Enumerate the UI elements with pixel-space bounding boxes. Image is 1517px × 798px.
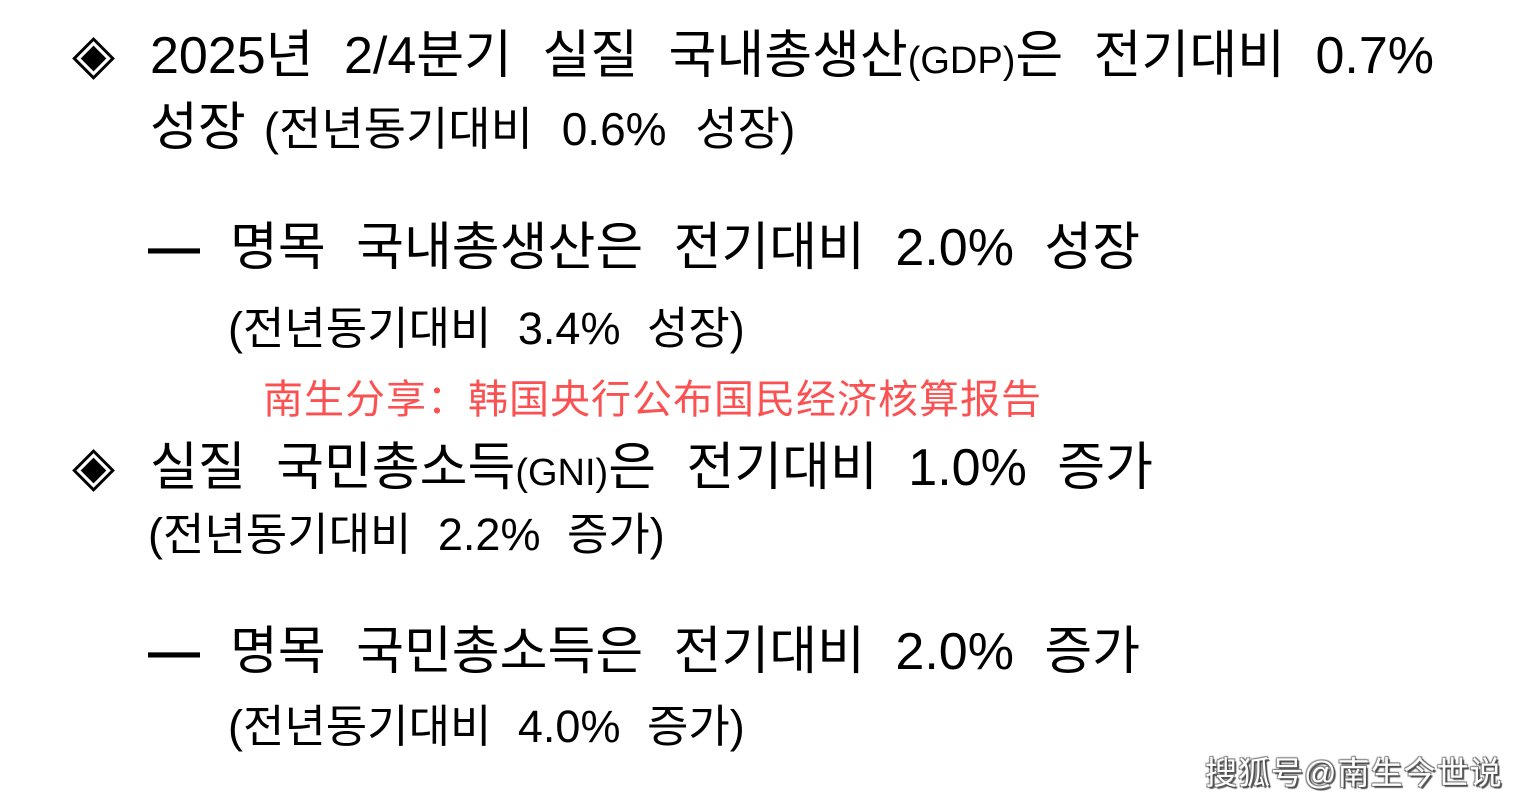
nominal-gdp-text: 명목 국내총생산은 전기대비 2.0% 성장 — [230, 219, 1141, 277]
sharer-annotation-text: 南生分享：韩国央行公布国民经济核算报告 — [263, 378, 1042, 422]
gni-headline-text-pre: 실질 국민총소득 — [150, 439, 516, 497]
gni-abbr: (GNI) — [515, 452, 609, 494]
gdp-abbr: (GDP) — [907, 40, 1016, 82]
sohu-watermark-text: 搜狐号@南生今世说 — [1205, 755, 1503, 791]
gdp-headline-growth-word: 성장 — [150, 99, 246, 157]
diamond-bullet-icon: ◈ — [72, 434, 116, 497]
sohu-watermark: 搜狐号@南生今世说 — [1205, 748, 1503, 794]
diamond-bullet-icon: ◈ — [72, 22, 116, 85]
gdp-headline-text-pre: 2025년 2/4분기 실질 국내총생산 — [150, 27, 908, 85]
nominal-gni-yoy-paren: (전년동기대비 4.0% 증가) — [228, 704, 745, 749]
gdp-yoy-paren: (전년동기대비 0.6% 성장) — [263, 103, 796, 155]
dash-bullet-icon: — — [148, 219, 200, 277]
gdp-headline-text-post: 은 전기대비 0.7% — [1015, 27, 1434, 85]
nominal-gni-yoy-text: (전년동기대비 4.0% 증가) — [228, 701, 745, 752]
nominal-gni-line: — 명목 국민총소득은 전기대비 2.0% 증가 — [148, 626, 1140, 678]
dash-bullet-icon: — — [148, 623, 200, 681]
nominal-gdp-line: — 명목 국내총생산은 전기대비 2.0% 성장 — [148, 222, 1140, 274]
gni-yoy-paren: (전년동기대비 2.2% 증가) — [148, 512, 665, 557]
gdp-headline-line1: ◈ 2025년 2/4분기 실질 국내총생산(GDP)은 전기대비 0.7% — [72, 22, 1434, 85]
nominal-gdp-yoy-text: (전년동기대비 3.4% 성장) — [228, 303, 745, 354]
gdp-headline-line2: 성장 (전년동기대비 0.6% 성장) — [150, 102, 795, 154]
gni-headline-text-post: 은 전기대비 1.0% 증가 — [608, 439, 1153, 497]
sharer-annotation: 南生分享：韩国央行公布国民经济核算报告 — [263, 380, 1042, 420]
gni-yoy-text: (전년동기대비 2.2% 증가) — [148, 509, 665, 560]
gni-headline-line1: ◈ 실질 국민총소득(GNI)은 전기대비 1.0% 증가 — [72, 434, 1153, 497]
nominal-gni-text: 명목 국민총소득은 전기대비 2.0% 증가 — [230, 623, 1141, 681]
nominal-gdp-yoy-paren: (전년동기대비 3.4% 성장) — [228, 306, 745, 351]
